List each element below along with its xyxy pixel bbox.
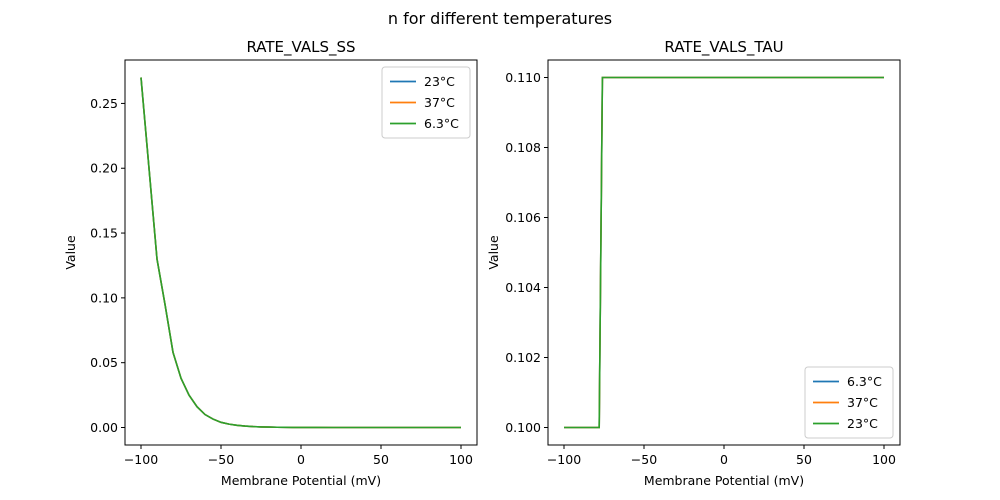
legend: 23°C 37°C 6.3°C [381,66,471,139]
series-line-2 [564,76,884,429]
y-tick-label: 0.110 [505,70,541,85]
legend-label: 23°C [424,74,455,89]
x-tick-label: 50 [796,452,812,467]
panel-title: RATE_VALS_SS [246,38,355,57]
x-tick-label: 0 [720,452,728,467]
legend-label: 37°C [424,95,455,110]
y-tick-label: 0.108 [505,140,541,155]
y-tick-label: 0.20 [90,161,118,176]
x-tick-label: 100 [449,452,473,467]
y-tick-label: 0.10 [90,290,118,305]
y-tick-label: 0.100 [505,420,541,435]
y-tick-label: 0.25 [90,96,118,111]
panel-rate-vals-tau: −100 −50 0 50 100 0.100 0.102 0.104 0.106 0.108 0.… [486,38,901,488]
x-axis-label: Membrane Potential (mV) [644,473,804,488]
x-tick-label: 100 [872,452,896,467]
x-tick-label: −50 [208,452,234,467]
x-tick-label: −50 [631,452,657,467]
legend-box [804,366,894,439]
x-axis-label: Membrane Potential (mV) [221,473,381,488]
x-tick-label: −100 [124,452,158,467]
y-tick-label: 0.05 [90,355,118,370]
figure-suptitle: n for different temperatures [388,9,612,28]
y-tick-label: 0.15 [90,226,118,241]
y-tick-label: 0.104 [505,280,541,295]
x-tick-label: 50 [373,452,389,467]
y-tick-label: 0.00 [90,420,118,435]
panel-rate-vals-ss: −100 −50 0 50 100 0.00 0.05 0.10 0.15 0.20 0.25 RAT… [63,38,478,488]
series-line-2 [140,77,461,429]
x-tick-label: −100 [547,452,581,467]
legend-label: 6.3°C [847,374,882,389]
legend-label: 37°C [847,395,878,410]
x-tick-label: 0 [297,452,305,467]
y-axis-label: Value [486,235,501,270]
y-axis-label: Value [63,235,78,270]
legend: 6.3°C 37°C 23°C [804,366,894,439]
y-tick-label: 0.106 [505,210,541,225]
legend-label: 6.3°C [424,116,459,131]
legend-label: 23°C [847,416,878,431]
panel-title: RATE_VALS_TAU [664,38,783,57]
y-tick-label: 0.102 [505,350,541,365]
legend-box [381,66,471,139]
